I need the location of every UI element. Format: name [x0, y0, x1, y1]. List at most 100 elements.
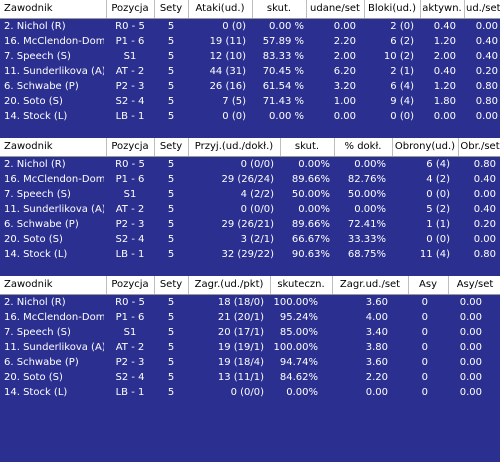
defenses-per-set: 0.80: [473, 249, 496, 260]
header-ataki[interactable]: Ataki(ud.): [195, 3, 245, 14]
defenses-per-set: 0.80: [473, 159, 496, 170]
table-row[interactable]: 14. Stock (L) LB - 1 5 0 (0) 0.00 % 0.00…: [0, 109, 500, 124]
defenses: 6 (4): [426, 159, 450, 170]
blocks: 6 (4): [390, 81, 414, 92]
table-row[interactable]: 6. Schwabe (P) P2 - 3 5 19 (18/4) 94.74%…: [0, 355, 500, 370]
header-separator: [106, 0, 107, 18]
header-separator: [188, 276, 189, 294]
successful-per-set: 2.00: [333, 51, 356, 62]
header-udane-set[interactable]: udane/set: [310, 3, 360, 14]
header-sety[interactable]: Sety: [159, 3, 183, 14]
table-row[interactable]: 7. Speech (S) S1 5 20 (17/1) 85.00% 3.40…: [0, 325, 500, 340]
table-row[interactable]: 2. Nichol (R) R0 - 5 5 0 (0) 0.00 % 0.00…: [0, 19, 500, 34]
table-row[interactable]: 7. Speech (S) S1 5 4 (2/2) 50.00% 50.00%…: [0, 187, 500, 202]
table-row[interactable]: 7. Speech (S) S1 5 12 (10) 83.33 % 2.00 …: [0, 49, 500, 64]
attack-efficiency: 0.00 %: [269, 21, 304, 32]
header-sety[interactable]: Sety: [159, 279, 183, 290]
blocks-per-set: 0.40: [475, 36, 498, 47]
header-skuteczn[interactable]: skuteczn.: [277, 279, 325, 290]
header-separator: [334, 138, 335, 156]
reception-accuracy: 82.76%: [347, 174, 386, 185]
player-position: P2 - 3: [115, 81, 145, 92]
header-ud-set[interactable]: ud./set: [466, 3, 500, 14]
header-separator: [458, 138, 459, 156]
header-aktywn[interactable]: aktywn.: [422, 3, 462, 14]
header-obr-set[interactable]: Obr./set: [460, 141, 500, 152]
table-row[interactable]: 11. Sunderlikova (A) AT - 2 5 19 (19/1) …: [0, 340, 500, 355]
defenses-per-set: 0.20: [473, 219, 496, 230]
player-name: 14. Stock (L): [4, 111, 68, 122]
sets: 5: [167, 357, 175, 368]
successful-per-set: 1.00: [333, 96, 356, 107]
attack-efficiency: 71.43 %: [262, 96, 304, 107]
header-zawodnik[interactable]: Zawodnik: [4, 3, 53, 14]
serve-efficiency: 95.24%: [279, 312, 318, 323]
header-pozycja[interactable]: Pozycja: [111, 141, 149, 152]
header-separator: [364, 0, 365, 18]
header-dokl[interactable]: % dokł.: [344, 141, 382, 152]
aces: 0: [421, 342, 428, 353]
blocks-per-set: 0.00: [475, 21, 498, 32]
table-row[interactable]: 20. Soto (S) S2 - 4 5 7 (5) 71.43 % 1.00…: [0, 94, 500, 109]
player-name: 6. Schwabe (P): [4, 219, 79, 230]
header-separator: [188, 0, 189, 18]
sets: 5: [167, 174, 175, 185]
table-row[interactable]: 2. Nichol (R) R0 - 5 5 18 (18/0) 100.00%…: [0, 295, 500, 310]
table-row[interactable]: 11. Sunderlikova (A) AT - 2 5 44 (31) 70…: [0, 64, 500, 79]
serve-efficiency: 94.74%: [279, 357, 318, 368]
player-name: 20. Soto (S): [4, 372, 63, 383]
player-name: 2. Nichol (R): [4, 21, 66, 32]
serve-efficiency: 85.00%: [279, 327, 318, 338]
header-obrony[interactable]: Obrony(ud.): [394, 141, 456, 152]
receptions: 4 (2/2): [240, 189, 274, 200]
header-bloki[interactable]: Bloki(ud.): [368, 3, 416, 14]
defenses: 11 (4): [419, 249, 450, 260]
table-row[interactable]: 16. McClendon-Dom... P1 - 6 5 29 (26/24)…: [0, 172, 500, 187]
header-zagr-ud-set[interactable]: Zagr.ud./set: [339, 279, 401, 290]
table-row[interactable]: 20. Soto (S) S2 - 4 5 3 (2/1) 66.67% 33.…: [0, 232, 500, 247]
header-skut[interactable]: skut.: [294, 141, 320, 152]
sets: 5: [167, 234, 175, 245]
sets: 5: [167, 51, 175, 62]
serves-per-set: 2.20: [365, 372, 388, 383]
table-row[interactable]: 11. Sunderlikova (A) AT - 2 5 0 (0/0) 0.…: [0, 202, 500, 217]
header-separator: [252, 0, 253, 18]
header-sety[interactable]: Sety: [159, 141, 183, 152]
table-row[interactable]: 14. Stock (L) LB - 1 5 0 (0/0) 0.00% 0.0…: [0, 385, 500, 400]
header-zawodnik[interactable]: Zawodnik: [4, 279, 53, 290]
table-row[interactable]: 16. McClendon-Dom... P1 - 6 5 19 (11) 57…: [0, 34, 500, 49]
header-pozycja[interactable]: Pozycja: [111, 279, 149, 290]
successful-per-set: 6.20: [333, 66, 356, 77]
header-przyj[interactable]: Przyj.(ud./dokł.): [194, 141, 274, 152]
player-position: R0 - 5: [115, 21, 145, 32]
blocks: 10 (2): [383, 51, 414, 62]
sets: 5: [167, 159, 175, 170]
header-asy[interactable]: Asy: [419, 279, 437, 290]
player-name: 6. Schwabe (P): [4, 81, 79, 92]
header-separator: [106, 138, 107, 156]
header-separator: [464, 0, 465, 18]
table-row[interactable]: 2. Nichol (R) R0 - 5 5 0 (0/0) 0.00% 0.0…: [0, 157, 500, 172]
serve-efficiency: 0.00%: [286, 387, 318, 398]
blocks: 2 (0): [390, 21, 414, 32]
aces-per-set: 0.00: [459, 342, 482, 353]
table-row[interactable]: 14. Stock (L) LB - 1 5 32 (29/22) 90.63%…: [0, 247, 500, 262]
table-row[interactable]: 6. Schwabe (P) P2 - 3 5 26 (16) 61.54 % …: [0, 79, 500, 94]
table-row[interactable]: 16. McClendon-Dom... P1 - 6 5 21 (20/1) …: [0, 310, 500, 325]
attacks: 0 (0): [222, 21, 246, 32]
reception-efficiency: 0.00%: [298, 159, 330, 170]
table-row[interactable]: 20. Soto (S) S2 - 4 5 13 (11/1) 84.62% 2…: [0, 370, 500, 385]
header-zawodnik[interactable]: Zawodnik: [4, 141, 53, 152]
attack-block-table-header: Zawodnik Pozycja Sety Ataki(ud.) skut. u…: [0, 0, 500, 19]
header-skut[interactable]: skut.: [266, 3, 292, 14]
sets: 5: [167, 21, 175, 32]
activity: 1.20: [433, 81, 456, 92]
serves: 21 (20/1): [217, 312, 264, 323]
header-zagr[interactable]: Zagr.(ud./pkt): [194, 279, 264, 290]
table-row[interactable]: 6. Schwabe (P) P2 - 3 5 29 (26/21) 89.66…: [0, 217, 500, 232]
defenses-per-set: 0.40: [473, 174, 496, 185]
blocks: 6 (2): [390, 36, 414, 47]
header-pozycja[interactable]: Pozycja: [111, 3, 149, 14]
header-asy-set[interactable]: Asy/set: [456, 279, 494, 290]
header-separator: [154, 138, 155, 156]
